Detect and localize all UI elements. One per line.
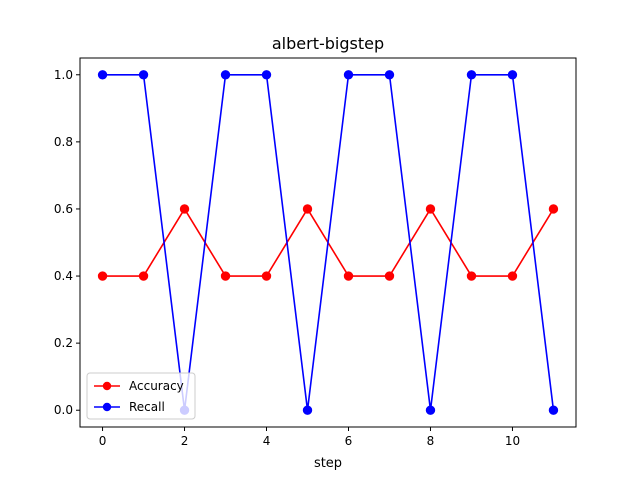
data-point-accuracy (425, 204, 436, 214)
data-point-recall (384, 70, 395, 80)
data-point-accuracy (384, 271, 395, 281)
data-point-accuracy (343, 271, 354, 281)
legend-marker-recall (102, 402, 112, 412)
y-tick-label: 1.0 (54, 68, 73, 82)
legend-label-recall: Recall (129, 400, 165, 414)
data-point-recall (548, 405, 559, 415)
data-point-recall (302, 405, 313, 415)
x-tick-label: 2 (181, 434, 189, 448)
x-tick-label: 10 (505, 434, 520, 448)
data-point-accuracy (220, 271, 231, 281)
data-point-recall (138, 70, 149, 80)
data-point-recall (220, 70, 231, 80)
data-point-accuracy (302, 204, 313, 214)
data-point-recall (97, 70, 108, 80)
x-tick-label: 4 (263, 434, 271, 448)
chart-title: albert-bigstep (272, 34, 384, 53)
y-tick-label: 0.0 (54, 403, 73, 417)
data-point-recall (343, 70, 354, 80)
y-tick-label: 0.6 (54, 202, 73, 216)
axes-frame (79, 57, 577, 428)
y-tick-label: 0.8 (54, 135, 73, 149)
x-tick-label: 8 (427, 434, 435, 448)
data-point-accuracy (507, 271, 518, 281)
x-tick-label: 6 (345, 434, 353, 448)
y-tick-label: 0.2 (54, 336, 73, 350)
data-point-accuracy (466, 271, 477, 281)
x-tick-label: 0 (99, 434, 107, 448)
legend-label-accuracy: Accuracy (129, 379, 184, 393)
y-tick-label: 0.4 (54, 269, 73, 283)
data-point-accuracy (548, 204, 559, 214)
plot-area: 0 2 4 6 8 10 0.0 0.2 0.4 0.6 0.8 1.0 Accuracy Recall (54, 57, 577, 448)
data-point-recall (261, 70, 272, 80)
x-axis-label: step (314, 456, 342, 471)
legend-marker-accuracy (102, 381, 112, 391)
data-point-accuracy (138, 271, 149, 281)
data-point-accuracy (179, 204, 190, 214)
data-point-recall (507, 70, 518, 80)
data-point-accuracy (97, 271, 108, 281)
data-point-recall (466, 70, 477, 80)
data-point-recall (425, 405, 436, 415)
data-point-accuracy (261, 271, 272, 281)
series-line-recall (102, 73, 555, 411)
